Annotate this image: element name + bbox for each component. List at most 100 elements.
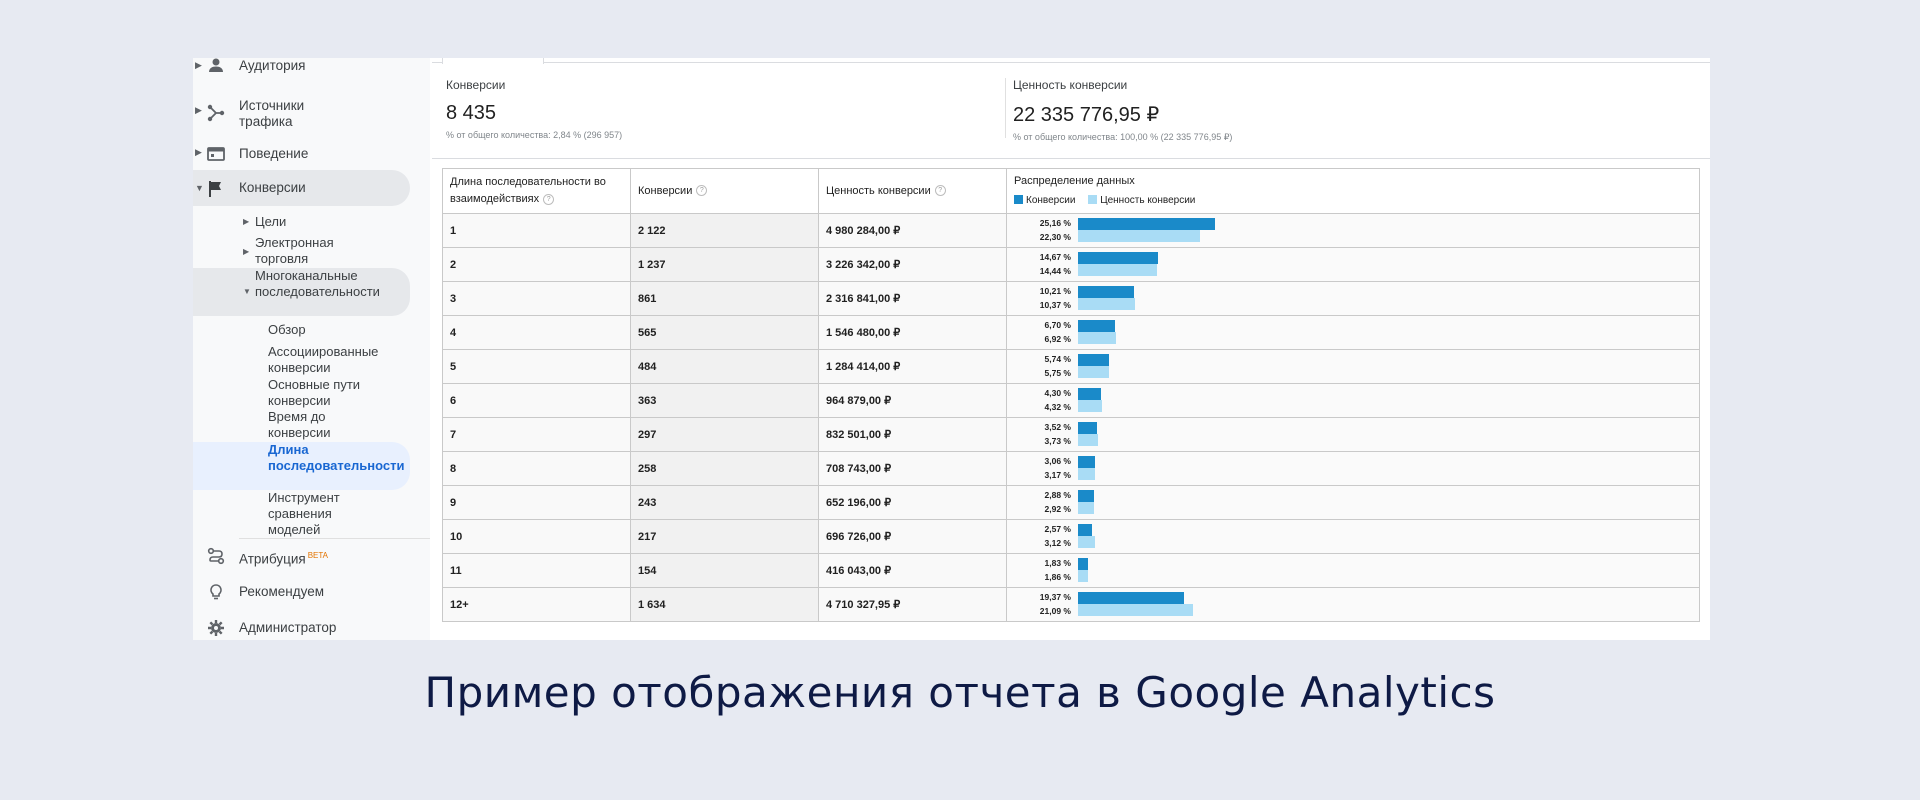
nav-label: Источники трафика [239,98,305,129]
metric-subtext: % от общего количества: 100,00 % (22 335… [1013,132,1233,142]
chart-legend: Конверсии Ценность конверсии [1014,192,1692,209]
nav-path-length[interactable]: Длина последовательности [193,442,410,490]
cell-conversions: 217 [630,519,819,554]
analytics-screenshot: ▶ Аудитория ▶ Источники трафика ▶ Поведе… [193,58,1710,640]
nav-behavior[interactable]: ▶ Поведение [193,142,430,168]
metric-separator [1005,78,1006,138]
cell-conversion-value: 4 980 284,00 ₽ [818,213,1007,248]
cell-distribution: 1,83 % 1,86 % [1006,553,1700,588]
expand-arrow-icon: ▶ [243,217,250,226]
percent-label: 6,70 % [1044,320,1071,330]
cell-conversions: 565 [630,315,819,350]
cell-length: 1 [442,213,631,248]
cell-distribution: 3,06 % 3,17 % [1006,451,1700,486]
metric-conversions: Конверсии 8 435 % от общего количества: … [446,78,622,140]
cell-conversions: 861 [630,281,819,316]
percent-label: 4,30 % [1044,388,1071,398]
cell-distribution: 3,52 % 3,73 % [1006,417,1700,452]
cell-conversions: 258 [630,451,819,486]
nav-attribution[interactable]: Атрибуция BETA [193,544,430,570]
percent-label: 10,21 % [1039,286,1071,296]
percent-label: 1,83 % [1044,558,1071,568]
cell-conversions: 1 237 [630,247,819,282]
percent-label: 22,30 % [1039,232,1071,242]
header-label: Распределение данных [1014,175,1135,187]
legend-item-conversions: Конверсии [1014,195,1075,206]
legend-item-value: Ценность конверсии [1088,195,1195,206]
cell-length: 9 [442,485,631,520]
bar-conversion-value [1078,400,1102,412]
cell-distribution: 19,37 % 21,09 % [1006,587,1700,622]
column-header-value[interactable]: Ценность конверсии? [818,168,1007,214]
bar-conversions [1078,218,1216,230]
cell-conversion-value: 1 546 480,00 ₽ [818,315,1007,350]
metric-conversion-value: Ценность конверсии 22 335 776,95 ₽ % от … [1013,78,1232,143]
nav-label: Рекомендуем [239,584,324,599]
bar-conversions [1078,422,1098,434]
percent-label: 5,75 % [1044,368,1071,378]
nav-conversions[interactable]: ▼ Конверсии [193,170,410,206]
bar-conversions [1078,354,1110,366]
legend-label: Конверсии [1026,195,1076,206]
cell-conversions: 1 634 [630,587,819,622]
cell-conversion-value: 652 196,00 ₽ [818,485,1007,520]
table-row: 12+ 1 634 4 710 327,95 ₽ 19,37 % 21,09 % [442,587,1700,622]
nav-top-conversion-paths[interactable]: Основные пути конверсии [268,377,361,408]
column-header-conversions[interactable]: Конверсии? [630,168,819,214]
table-row: 11 154 416 043,00 ₽ 1,83 % 1,86 % [442,553,1700,588]
tab-active[interactable] [442,58,544,64]
nav-time-lag[interactable]: Время до конверсии [268,409,331,440]
distribution-bars: 3,06 % 3,17 % [1007,452,1699,485]
table-row: 3 861 2 316 841,00 ₽ 10,21 % 10,37 % [442,281,1700,316]
percent-label: 25,16 % [1039,218,1071,228]
nav-label-wrap: Атрибуция BETA [239,548,328,568]
header-label: Ценность конверсии [826,184,931,197]
nav-mcf-group[interactable]: ▼ Многоканальные последовательности [193,268,410,316]
nav-goals[interactable]: Цели [255,214,287,229]
expand-arrow-icon: ▶ [243,247,250,256]
nav-recommendations[interactable]: Рекомендуем [193,580,430,606]
report-main: Конверсии 8 435 % от общего количества: … [432,58,1710,640]
bar-conversions [1078,286,1134,298]
distribution-bars: 6,70 % 6,92 % [1007,316,1699,349]
percent-label: 19,37 % [1039,592,1071,602]
nav-acquisition[interactable]: ▶ Источники трафика [193,96,430,132]
legend-swatch [1088,195,1098,204]
distribution-bars: 10,21 % 10,37 % [1007,282,1699,315]
nav-overview[interactable]: Обзор [268,322,306,337]
distribution-bars: 5,74 % 5,75 % [1007,350,1699,383]
behavior-icon [207,147,225,161]
flag-icon [209,181,221,197]
distribution-bars: 4,30 % 4,32 % [1007,384,1699,417]
bar-conversion-value [1078,570,1089,582]
divider [432,158,1710,159]
percent-label: 3,12 % [1044,538,1071,548]
metric-title: Ценность конверсии [1013,78,1128,92]
bar-conversions [1078,388,1102,400]
help-icon[interactable]: ? [543,193,555,205]
cell-length: 2 [442,247,631,282]
beta-badge: BETA [307,551,329,560]
help-icon[interactable]: ? [934,185,946,197]
bar-conversion-value [1078,604,1193,616]
help-icon[interactable]: ? [696,185,708,197]
nav-assisted-conversions[interactable]: Ассоциированные конверсии [268,344,379,375]
metric-value: 22 335 776,95 ₽ [1013,104,1160,126]
cell-conversion-value: 832 501,00 ₽ [818,417,1007,452]
acquisition-icon [207,104,225,122]
cell-conversions: 363 [630,383,819,418]
nav-audience[interactable]: ▶ Аудитория [193,58,430,86]
gear-icon [208,620,224,636]
nav-admin[interactable]: Администратор [193,616,430,640]
percent-label: 2,88 % [1044,490,1071,500]
cell-conversion-value: 1 284 414,00 ₽ [818,349,1007,384]
percent-label: 5,74 % [1044,354,1071,364]
nav-model-comparison[interactable]: Инструмент сравнения моделей [268,490,340,537]
cell-distribution: 4,30 % 4,32 % [1006,383,1700,418]
expand-arrow-icon: ▶ [195,60,202,70]
nav-mcf-label: Многоканальные последовательности [255,268,380,299]
nav-ecommerce[interactable]: Электронная торговля [255,235,334,266]
column-header-length[interactable]: Длина последовательности во взаимодейств… [442,168,631,214]
